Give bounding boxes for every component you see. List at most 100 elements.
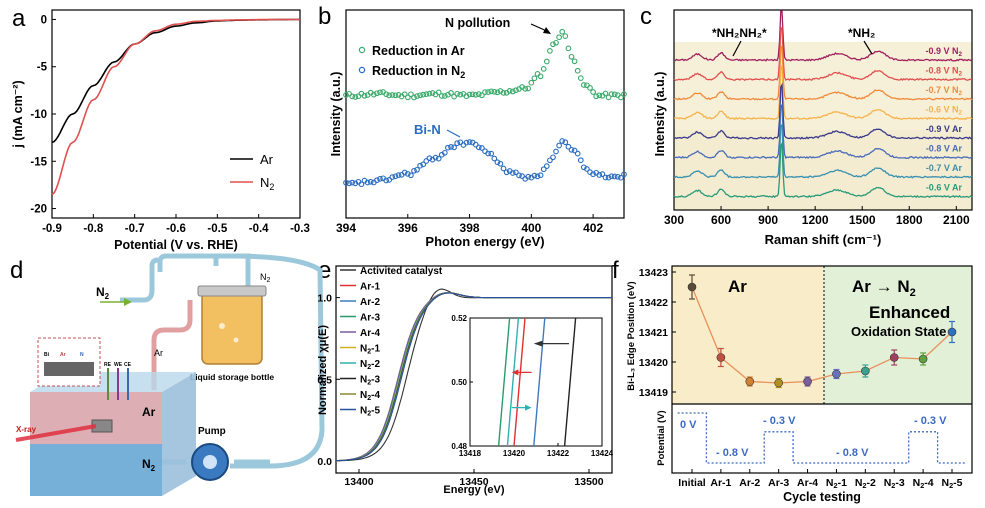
tube-top bbox=[157, 253, 325, 469]
a-xtick-label: -0.5 bbox=[207, 223, 227, 235]
b-point bbox=[374, 90, 380, 97]
b-point bbox=[605, 94, 612, 101]
b-point bbox=[485, 89, 491, 95]
e-xtick-label: 13500 bbox=[574, 476, 603, 488]
panel-e-xlabel: Energy (eV) bbox=[443, 484, 504, 496]
f-potential-label-3: - 0.8 V bbox=[836, 447, 869, 459]
zoom-label-ar: Ar bbox=[60, 352, 66, 358]
legend-label-n2: N2 bbox=[260, 175, 274, 192]
b-point bbox=[577, 75, 584, 81]
inset-line-1 bbox=[533, 317, 546, 447]
inset-xtick-label: 13420 bbox=[503, 449, 526, 458]
b-point bbox=[448, 90, 454, 96]
b-point bbox=[587, 85, 593, 91]
b-point bbox=[531, 172, 538, 179]
b-point bbox=[343, 179, 349, 186]
xray-beam bbox=[15, 424, 97, 442]
b-point bbox=[562, 33, 569, 39]
e-ytick-label: 1.0 bbox=[317, 293, 332, 305]
b-point bbox=[593, 93, 600, 100]
panel-d-diagram: Liquid storage bottle N2 N2 Bi Ar N RE W… bbox=[15, 253, 325, 496]
b-point bbox=[411, 167, 417, 174]
panel-b-chart: 394 396 398 400 402 Photon energy (eV) Inten… bbox=[329, 9, 627, 249]
cell-water bbox=[30, 444, 162, 496]
annotation-enhanced: Enhanced bbox=[869, 303, 950, 322]
b-point bbox=[411, 94, 417, 101]
f-point-1 bbox=[716, 353, 726, 362]
b-point bbox=[485, 150, 491, 157]
a-series-line-0 bbox=[51, 18, 300, 144]
b-xtick-label: 396 bbox=[398, 221, 418, 235]
b-point bbox=[392, 173, 399, 180]
b-point bbox=[537, 172, 544, 179]
label-liquid-storage-bottle: Liquid storage bottle bbox=[190, 372, 274, 382]
region-label-ar: Ar bbox=[728, 277, 747, 296]
f-xtick-label-2: Ar-2 bbox=[739, 477, 760, 489]
f-point-6 bbox=[861, 366, 870, 376]
b-point bbox=[414, 166, 420, 173]
f-xtick-label-0: Initial bbox=[678, 477, 706, 489]
inset-line-0 bbox=[563, 317, 577, 447]
b-point bbox=[408, 91, 414, 98]
b-point bbox=[472, 141, 479, 148]
b-point bbox=[429, 90, 436, 96]
b-point bbox=[531, 75, 538, 82]
f-point-5 bbox=[832, 369, 841, 379]
inset-ytick-label: 0.48 bbox=[451, 442, 467, 451]
f-ytick-label: 13419 bbox=[639, 387, 668, 399]
b-point bbox=[574, 67, 581, 74]
b-point bbox=[389, 174, 396, 180]
b-point bbox=[367, 178, 374, 185]
label-ar-cell: Ar bbox=[142, 405, 156, 419]
e-legend-label-4: Ar-4 bbox=[360, 328, 380, 339]
inset-line-4 bbox=[497, 317, 511, 447]
e-ytick-label: 0.0 bbox=[317, 456, 332, 468]
label-pump: Pump bbox=[198, 426, 226, 437]
b-point bbox=[574, 150, 581, 157]
b-point bbox=[482, 89, 488, 95]
b-point bbox=[404, 94, 411, 101]
c-series-label-2: -0.7 V N2 bbox=[925, 85, 962, 97]
annotation-n-pollution: N pollution bbox=[445, 16, 510, 30]
c-series-label-0: -0.9 V N2 bbox=[925, 46, 962, 58]
arrow-nh2 bbox=[863, 40, 873, 55]
b-point bbox=[377, 89, 383, 96]
b-point bbox=[454, 90, 461, 97]
legend-label-ar: Ar bbox=[260, 152, 274, 167]
region-label-ar-n2: Ar → N2 bbox=[852, 277, 916, 299]
b-point bbox=[547, 48, 553, 54]
b-point bbox=[355, 93, 362, 100]
f-xtick-label-9: N2-5 bbox=[941, 477, 962, 490]
e-legend-label-6: N2-2 bbox=[360, 359, 380, 371]
b-point bbox=[571, 147, 578, 154]
a-xtick-label: -0.4 bbox=[249, 223, 269, 235]
arrow-bi-n bbox=[446, 129, 461, 138]
panel-letter-a: a bbox=[12, 5, 26, 32]
b-point bbox=[556, 34, 562, 41]
c-series-label-5: -0.8 V Ar bbox=[926, 144, 963, 154]
b-point bbox=[475, 144, 482, 151]
e-legend-label-2: Ar-2 bbox=[360, 297, 380, 308]
a-ytick-label: -20 bbox=[30, 204, 47, 216]
inset-arrowhead-black bbox=[533, 340, 543, 347]
f-ytick-label: 13422 bbox=[639, 297, 668, 309]
legend-label-reduction-ar: Reduction in Ar bbox=[372, 44, 465, 58]
b-point bbox=[562, 139, 569, 146]
f-potential-label-1: - 0.8 V bbox=[716, 447, 749, 459]
b-point bbox=[540, 166, 547, 173]
f-xtick-label-1: Ar-1 bbox=[710, 477, 731, 489]
b-point bbox=[525, 173, 532, 180]
b-point bbox=[488, 88, 495, 95]
b-point bbox=[553, 39, 559, 46]
panel-f-chart: Ar Ar → N2 Enhanced Oxidation State 1341… bbox=[626, 265, 973, 504]
a-xtick-label: -0.8 bbox=[83, 223, 103, 235]
legend-label-reduction-n2: Reduction in N2 bbox=[372, 64, 465, 80]
b-point bbox=[534, 173, 541, 180]
b-point bbox=[386, 92, 393, 99]
bottle-cap bbox=[197, 285, 267, 297]
b-point bbox=[608, 91, 615, 97]
f-point-0 bbox=[687, 282, 697, 292]
zoom-inset-layer bbox=[44, 362, 94, 376]
panel-a-ylabel: j (mA cm⁻²) bbox=[11, 80, 25, 148]
b-point bbox=[614, 173, 621, 180]
